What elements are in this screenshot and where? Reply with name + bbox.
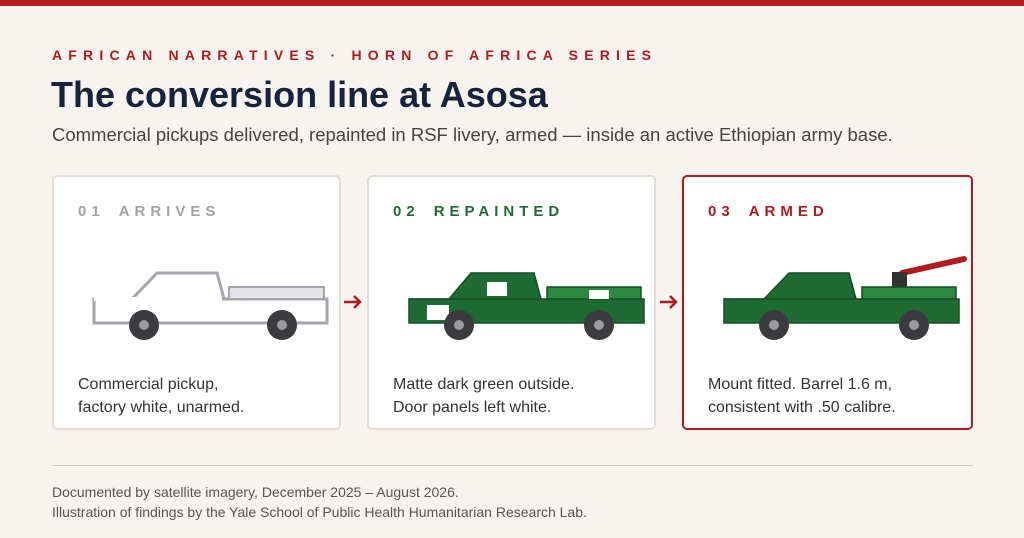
truck-armed [723, 256, 967, 340]
text: REPAINTED [433, 203, 565, 220]
text: Commercial pickup, [78, 376, 219, 393]
text: 03 [708, 203, 735, 220]
step-card: 03 ARMED Mount fitted. Barrel 1.6 m, consi… [682, 175, 973, 430]
step-caption: Mount fitted. Barrel 1.6 m, consistent wi… [708, 373, 896, 419]
subtitle: Commercial pickups delivered, repainted … [52, 124, 893, 145]
text: ARRIVES [118, 203, 221, 220]
text: Illustration of findings by the Yale Sch… [52, 504, 587, 520]
divider [52, 465, 973, 466]
text: 01 [78, 203, 105, 220]
arrow [660, 295, 678, 309]
step-card: 02 REPAINTED Matte dark green outside. Doo… [367, 175, 656, 430]
text: Documented by satellite imagery, Decembe… [52, 484, 459, 500]
text: ARMED [748, 203, 829, 220]
truck-white [92, 271, 329, 340]
step-heading: 01 ARRIVES [78, 203, 220, 220]
arrow [344, 295, 362, 309]
text: 02 [393, 203, 420, 220]
step-card: 01 ARRIVES Commercial pickup, factory whit… [52, 175, 341, 430]
kicker: AFRICAN NARRATIVES · HORN OF AFRICA SERI… [52, 47, 658, 63]
text: Door panels left white. [393, 399, 552, 416]
text: factory white, unarmed. [78, 399, 245, 416]
step-caption: Matte dark green outside. Door panels lef… [393, 373, 574, 419]
step-heading: 02 REPAINTED [393, 203, 564, 220]
text: Matte dark green outside. [393, 376, 575, 393]
step-caption: Commercial pickup, factory white, unarmed… [78, 373, 244, 419]
footer: Documented by satellite imagery, Decembe… [52, 482, 587, 522]
truck-green [408, 272, 645, 340]
text: Mount fitted. Barrel 1.6 m, [708, 376, 893, 393]
step-heading: 03 ARMED [708, 203, 829, 220]
title: The conversion line at Asosa [51, 74, 548, 115]
text: consistent with .50 calibre. [708, 399, 896, 416]
top-bar [0, 0, 1024, 6]
